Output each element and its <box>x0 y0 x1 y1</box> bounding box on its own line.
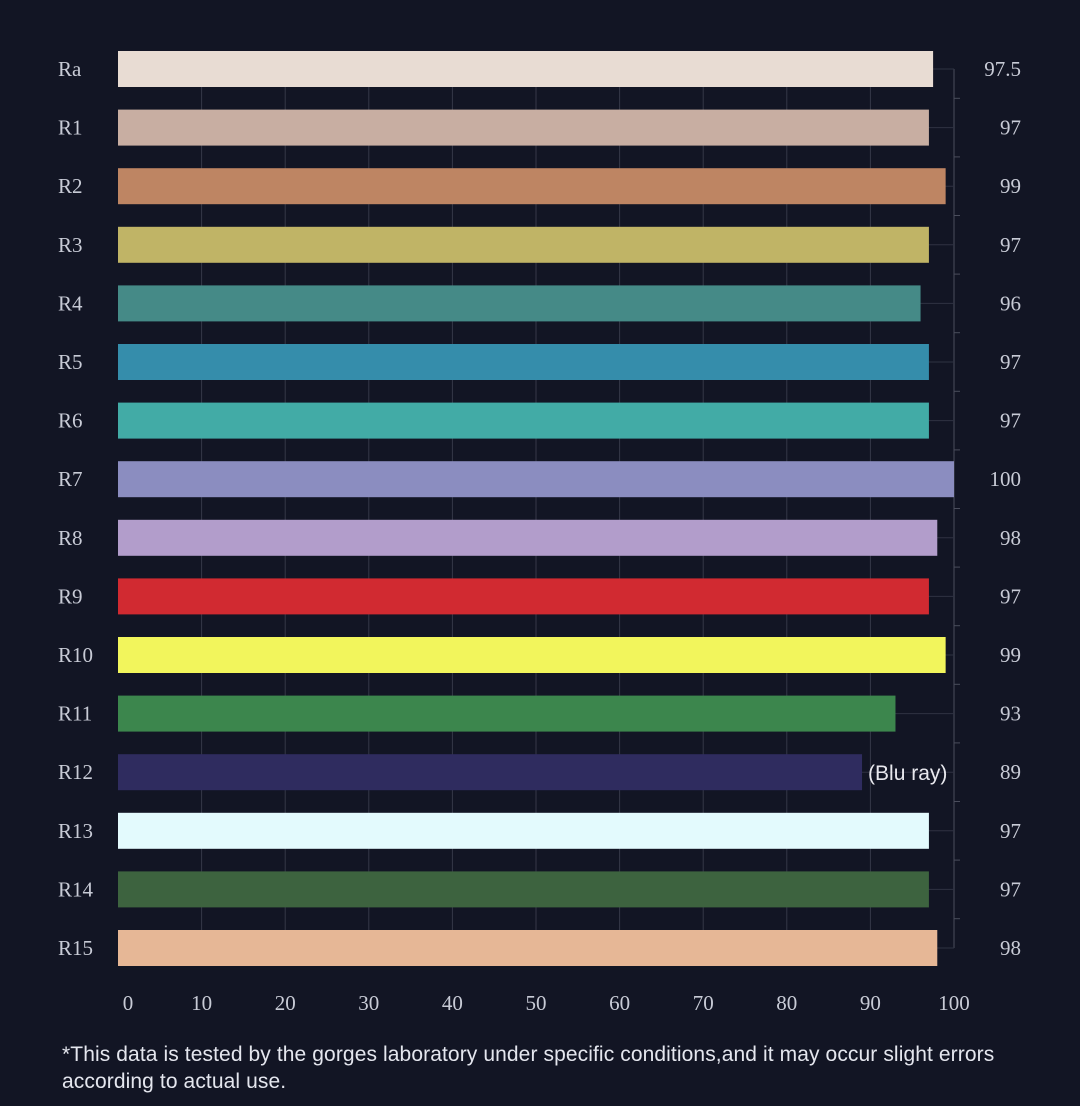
x-tick-label-20: 20 <box>275 991 296 1015</box>
bar-R4 <box>118 285 921 322</box>
footnote: *This data is tested by the gorges labor… <box>62 1043 995 1093</box>
bar-R12 <box>118 754 863 791</box>
annotations: (Blu ray) <box>868 762 947 785</box>
x-tick-label-40: 40 <box>442 991 463 1015</box>
category-label-R10: R10 <box>58 643 93 667</box>
x-tick-label-0: 0 <box>123 991 134 1015</box>
bar-R11 <box>118 695 896 732</box>
x-axis-tick-labels: 0 10 20 30 40 50 60 70 80 90 100 <box>123 991 970 1015</box>
bar-R13 <box>118 812 929 849</box>
cri-bar-chart: Ra R1 R2 R3 R4 R5 R6 R7 R8 R9 R10 R11 R12 R13 R14 R15 9… <box>58 51 1021 1015</box>
category-label-R9: R9 <box>58 584 83 608</box>
x-tick-label-70: 70 <box>693 991 714 1015</box>
category-label-R6: R6 <box>58 409 83 433</box>
category-label-R14: R14 <box>58 877 94 901</box>
x-tick-label-30: 30 <box>358 991 379 1015</box>
x-tick-label-100: 100 <box>938 991 970 1015</box>
value-labels: 97.5 97 99 97 96 97 97 100 98 97 99 93 89 97 97 98 <box>984 57 1021 960</box>
bar-Ra <box>118 51 934 87</box>
bar-R1 <box>118 109 929 146</box>
value-label-R11: 93 <box>1000 702 1021 726</box>
x-tick-label-90: 90 <box>860 991 881 1015</box>
value-label-R7: 100 <box>990 467 1022 491</box>
category-label-R7: R7 <box>58 467 83 491</box>
value-label-R14: 97 <box>1000 877 1021 901</box>
value-label-R13: 97 <box>1000 819 1021 843</box>
annotation-R12: (Blu ray) <box>868 762 947 785</box>
category-label-R12: R12 <box>58 760 93 784</box>
value-label-R6: 97 <box>1000 409 1021 433</box>
value-label-R4: 96 <box>1000 291 1021 315</box>
value-label-R1: 97 <box>1000 116 1021 140</box>
category-label-R2: R2 <box>58 174 83 198</box>
value-label-R10: 99 <box>1000 643 1021 667</box>
value-label-R15: 98 <box>1000 936 1021 960</box>
category-labels: Ra R1 R2 R3 R4 R5 R6 R7 R8 R9 R10 R11 R12 R13 R14 R15 <box>58 57 94 960</box>
bar-R10 <box>118 637 946 673</box>
value-label-Ra: 97.5 <box>984 57 1021 81</box>
category-label-Ra: Ra <box>58 57 82 81</box>
bar-R7 <box>118 461 954 498</box>
x-tick-label-10: 10 <box>191 991 212 1015</box>
bar-R9 <box>118 578 929 615</box>
bar-R5 <box>118 344 929 380</box>
value-label-R2: 99 <box>1000 174 1021 198</box>
category-label-R15: R15 <box>58 936 93 960</box>
bar-R15 <box>118 930 938 966</box>
x-tick-label-60: 60 <box>609 991 630 1015</box>
bar-R2 <box>118 168 946 205</box>
x-tick-label-80: 80 <box>776 991 797 1015</box>
value-label-R8: 98 <box>1000 526 1021 550</box>
category-label-R13: R13 <box>58 819 93 843</box>
category-label-R4: R4 <box>58 291 83 315</box>
x-tick-label-50: 50 <box>526 991 547 1015</box>
bars <box>118 51 954 966</box>
value-label-R3: 97 <box>1000 233 1021 257</box>
category-label-R11: R11 <box>58 702 92 726</box>
bar-R3 <box>118 226 929 263</box>
value-label-R5: 97 <box>1000 350 1021 374</box>
category-label-R3: R3 <box>58 233 83 257</box>
category-label-R8: R8 <box>58 526 83 550</box>
bar-R8 <box>118 519 938 556</box>
category-label-R1: R1 <box>58 116 83 140</box>
bar-R6 <box>118 402 929 439</box>
value-label-R9: 97 <box>1000 584 1021 608</box>
bar-R14 <box>118 871 929 908</box>
value-label-R12: 89 <box>1000 760 1021 784</box>
category-label-R5: R5 <box>58 350 83 374</box>
